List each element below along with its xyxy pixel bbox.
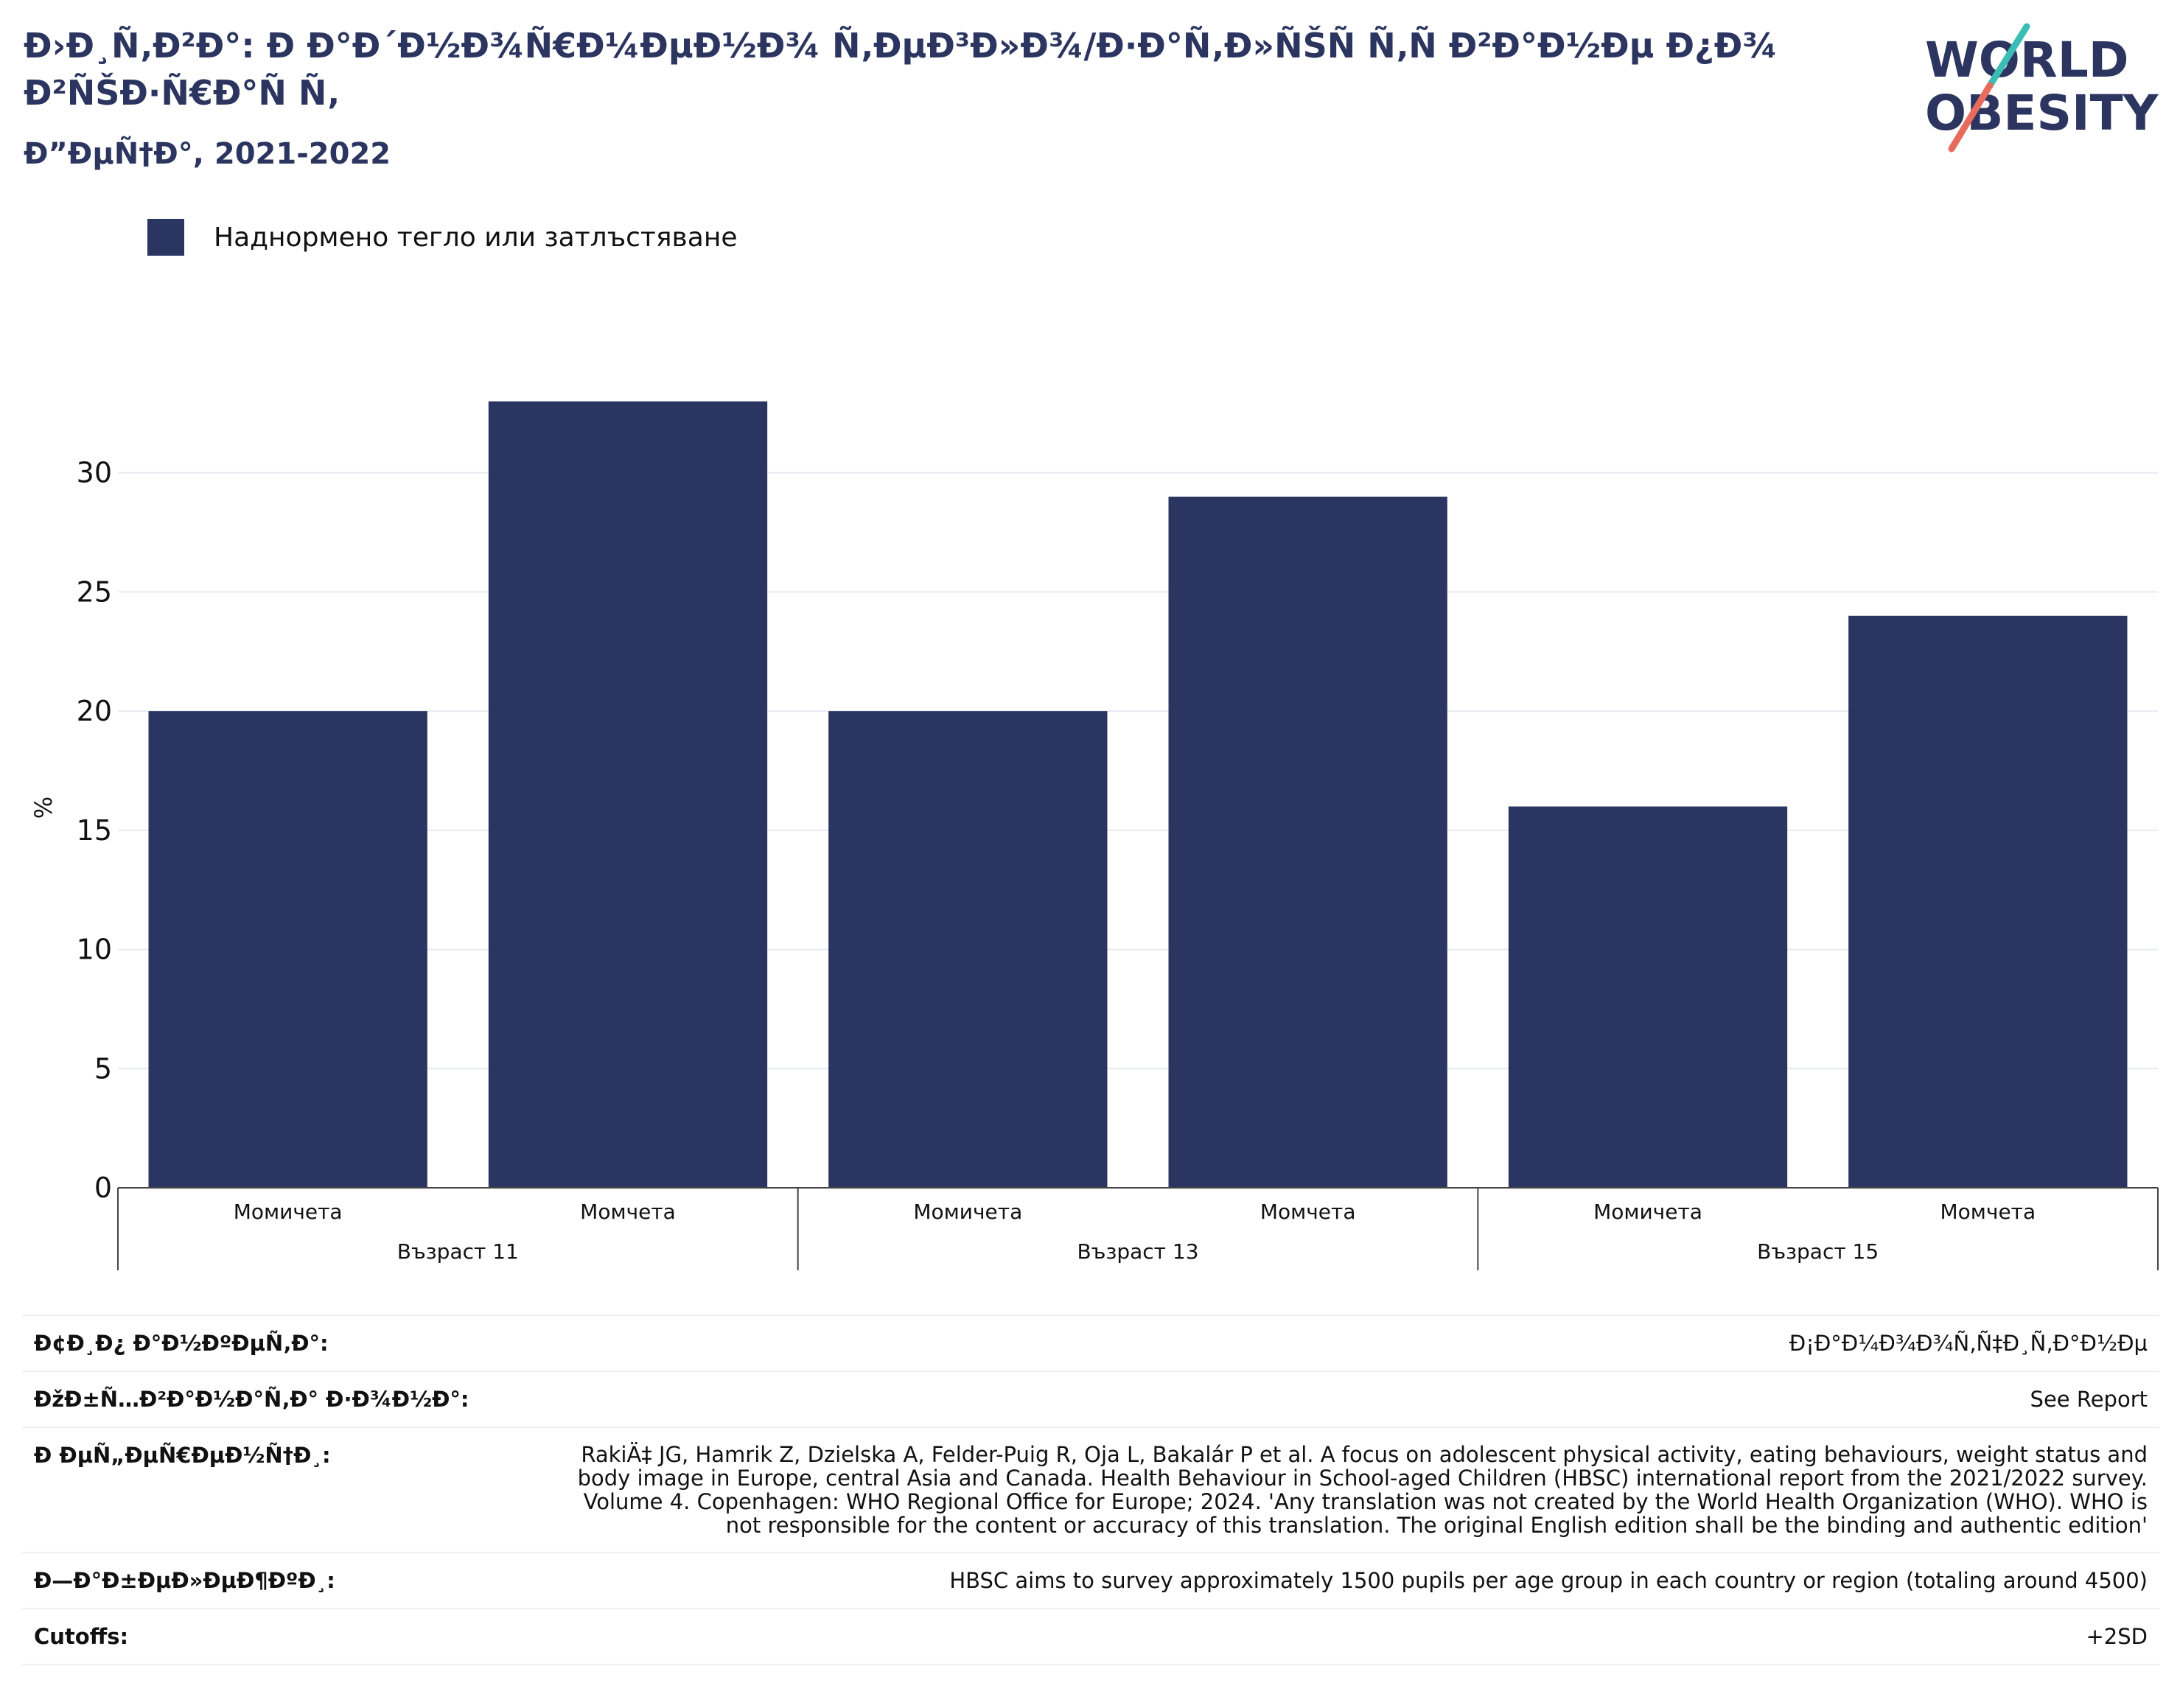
meta-label: ÐžÐ±Ñ…Ð²Ð°Ð½Ð°Ñ‚Ð° Ð·Ð¾Ð½Ð°: <box>34 1387 469 1412</box>
legend-label: Наднормено тегло или затлъстяване <box>214 222 738 253</box>
y-tick-label: 10 <box>77 934 112 966</box>
metadata-table: Ð¢Ð¸Ð¿ Ð°Ð½ÐºÐµÑ‚Ð°: Ð¡Ð°Ð¼Ð¾Ð¾Ñ‚Ñ‡Ð¸Ñ‚Ð… <box>22 1315 2159 1665</box>
chart-subtitle: Ð”ÐµÑ†Ð°, 2021-2022 <box>24 137 391 171</box>
x-tick-label: Момчета <box>580 1200 676 1224</box>
x-tick-label: Момичета <box>1593 1200 1702 1224</box>
meta-value: RakiÄ‡ JG, Hamrik Z, Dzielska A, Felder-… <box>577 1442 2148 1538</box>
bar-chart: 0 5 10 15 20 25 30% Момичета Момчета Момичета Момч… <box>29 401 2159 1270</box>
meta-label: Cutoffs: <box>34 1624 129 1649</box>
meta-value: +2SD <box>2086 1624 2148 1649</box>
y-tick-label: 30 <box>77 457 112 489</box>
x-tick-label: Момичета <box>913 1200 1022 1224</box>
y-tick-label: 15 <box>77 814 112 847</box>
x-tick-label: Момичета <box>234 1200 343 1224</box>
bar <box>1168 497 1447 1188</box>
meta-row-cutoffs: Cutoffs: +2SD <box>22 1608 2159 1665</box>
group-label: Възраст 13 <box>1077 1239 1198 1264</box>
meta-value: Ð¡Ð°Ð¼Ð¾Ð¾Ñ‚Ñ‡Ð¸Ñ‚Ð°Ð½Ðµ <box>1789 1331 2148 1356</box>
world-obesity-logo: WORLD OBESITY <box>1925 23 2159 153</box>
meta-row-references: Ð ÐµÑ„ÐµÑ€ÐµÐ½Ñ†Ð¸: RakiÄ‡ JG, Hamrik Z,… <box>22 1427 2159 1552</box>
meta-row-survey-type: Ð¢Ð¸Ð¿ Ð°Ð½ÐºÐµÑ‚Ð°: Ð¡Ð°Ð¼Ð¾Ð¾Ñ‚Ñ‡Ð¸Ñ‚Ð… <box>22 1315 2159 1371</box>
bar <box>148 711 427 1188</box>
x-tick-label: Момчета <box>1940 1200 2036 1224</box>
meta-row-coverage: ÐžÐ±Ñ…Ð²Ð°Ð½Ð°Ñ‚Ð° Ð·Ð¾Ð½Ð°: See Report <box>22 1371 2159 1427</box>
group-label: Възраст 11 <box>397 1239 519 1264</box>
y-axis-label: % <box>29 797 57 819</box>
y-tick-label: 20 <box>77 695 112 727</box>
y-tick-label: 0 <box>94 1172 112 1204</box>
bar <box>1508 806 1788 1188</box>
meta-value: See Report <box>2030 1387 2148 1412</box>
y-tick-label: 25 <box>77 575 112 608</box>
meta-value: HBSC aims to survey approximately 1500 p… <box>949 1568 2148 1593</box>
meta-label: Ð¢Ð¸Ð¿ Ð°Ð½ÐºÐµÑ‚Ð°: <box>34 1331 329 1356</box>
meta-label: Ð ÐµÑ„ÐµÑ€ÐµÐ½Ñ†Ð¸: <box>34 1443 331 1468</box>
group-label: Възраст 15 <box>1757 1239 1879 1264</box>
meta-label: Ð—Ð°Ð±ÐµÐ»ÐµÐ¶ÐºÐ¸: <box>34 1568 335 1593</box>
chart-title: Ð›Ð¸Ñ‚Ð²Ð°: Ð Ð°Ð´Ð½Ð¾Ñ€Ð¼ÐµÐ½Ð¾ Ñ‚ÐµÐ³Ð… <box>24 26 1778 113</box>
y-tick-label: 5 <box>94 1052 112 1085</box>
x-tick-label: Момчета <box>1260 1200 1356 1224</box>
bar <box>1848 615 2128 1188</box>
svg-text:WORLD: WORLD <box>1925 32 2129 88</box>
bar <box>488 401 768 1188</box>
legend-swatch <box>147 219 184 256</box>
chart-legend: Наднормено тегло или затлъстяване <box>147 218 738 256</box>
bar <box>828 711 1108 1188</box>
meta-row-notes: Ð—Ð°Ð±ÐµÐ»ÐµÐ¶ÐºÐ¸: HBSC aims to survey … <box>22 1552 2159 1608</box>
